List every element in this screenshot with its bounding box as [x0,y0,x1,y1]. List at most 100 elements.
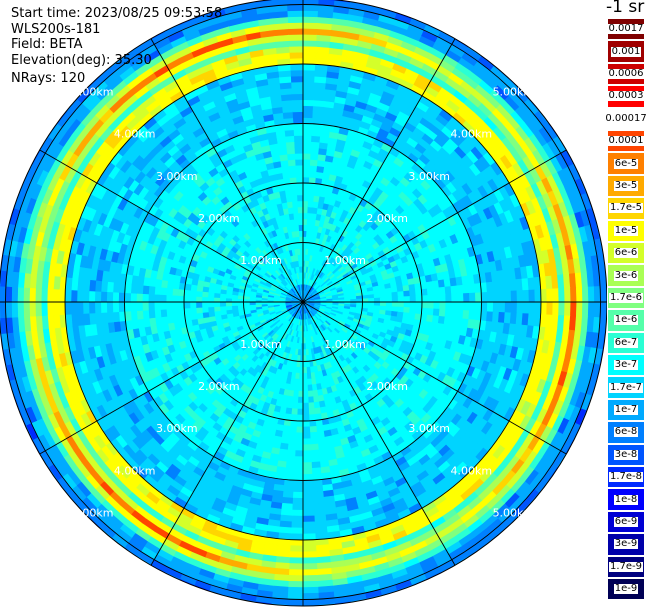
range-gate-cell [124,301,132,312]
range-gate-cell [373,297,381,303]
range-gate-cell [302,194,309,202]
range-gate-cell [243,301,250,306]
range-gate-cell [427,301,435,310]
range-gate-cell [302,592,319,600]
range-gate-cell [47,483,64,501]
range-gate-cell [311,467,322,475]
range-gate-cell [593,286,601,303]
range-gate-cell [310,147,320,155]
range-gate-cell [288,563,304,571]
range-gate-cell [497,280,506,293]
range-gate-cell [183,307,191,315]
range-gate-cell [87,535,105,553]
range-gate-cell [117,551,135,567]
range-gate-cell [0,301,7,319]
range-gate-cell [141,293,149,303]
range-gate-cell [501,535,519,553]
range-gate-cell [397,291,405,298]
range-gate-cell [309,159,319,167]
range-gate-cell [513,62,531,80]
range-gate-cell [413,7,432,20]
range-gate-cell [284,467,295,475]
range-gate-cell [302,462,313,469]
range-gate-cell [40,301,48,317]
range-gate-cell [567,126,582,145]
range-gate-cell [112,291,120,303]
range-gate-cell [474,32,493,48]
range-gate-cell [415,307,423,315]
range-gate-cell [5,286,13,303]
range-gate-cell [468,310,476,321]
range-gate-cell [0,383,4,402]
range-gate-cell [100,291,108,303]
range-gate-cell [432,308,441,317]
range-gate-cell [285,461,295,469]
range-gate-cell [142,309,150,320]
range-gate-cell [302,355,307,362]
range-gate-cell [546,301,554,316]
range-gate-cell [0,365,5,384]
range-gate-cell [147,301,155,311]
range-gate-cell [302,158,311,166]
range-gate-cell [552,470,568,488]
range-gate-cell [552,288,560,303]
range-gate-cell [171,301,179,310]
range-gate-cell [302,396,309,404]
range-gate-cell [302,22,318,30]
range-gate-cell [379,297,387,303]
range-gate-cell [312,105,324,113]
range-gate-cell [225,301,233,307]
range-gate-cell [492,301,500,313]
range-gate-cell [174,584,193,597]
range-gate-cell [0,399,9,418]
range-gate-cell [33,473,49,492]
range-gate-cell [462,310,470,320]
range-gate-cell [362,298,369,303]
range-gate-cell [106,311,114,323]
range-gate-cell [302,39,318,47]
range-gate-cell [302,16,319,24]
range-gate-cell [286,598,304,606]
range-gate-cell [64,289,72,303]
range-gate-cell [575,444,590,464]
range-gate-cell [100,280,109,293]
range-gate-cell [599,285,607,303]
range-gate-cell [484,541,502,558]
range-gate-cell [306,378,313,386]
range-gate-cell [497,531,515,548]
range-gate-cell [311,135,321,143]
range-gate-cell [195,306,203,314]
range-gate-cell [439,301,447,310]
range-gate-cell [456,309,464,320]
range-gate-cell [302,206,309,214]
range-gate-cell [5,301,13,318]
range-gate-cell [281,496,294,505]
range-gate-cell [291,509,304,517]
range-gate-cell [591,397,604,416]
range-gate-cell [219,301,227,307]
range-gate-cell [457,561,476,576]
range-gate-cell [282,485,294,493]
range-gate-cell [189,289,197,297]
range-gate-cell [207,301,215,308]
range-gate-cell [391,301,399,308]
range-gate-cell [189,301,197,309]
range-gate-cell [450,309,458,319]
range-gate-cell [366,600,385,606]
range-gate-cell [403,290,411,298]
range-gate-cell [292,396,299,404]
range-gate-cell [474,556,493,572]
range-gate-cell [581,286,589,303]
range-gate-cell [532,90,549,108]
range-gate-cell [578,158,592,177]
range-gate-cell [52,500,70,518]
range-gate-cell [513,524,531,542]
range-gate-cell [397,296,405,303]
range-gate-cell [309,437,319,445]
range-gate-cell [130,301,137,312]
range-gate-cell [295,438,304,446]
range-gate-cell [575,287,583,303]
range-gate-cell [486,301,494,313]
range-gate-cell [302,432,311,440]
range-gate-cell [308,176,317,185]
